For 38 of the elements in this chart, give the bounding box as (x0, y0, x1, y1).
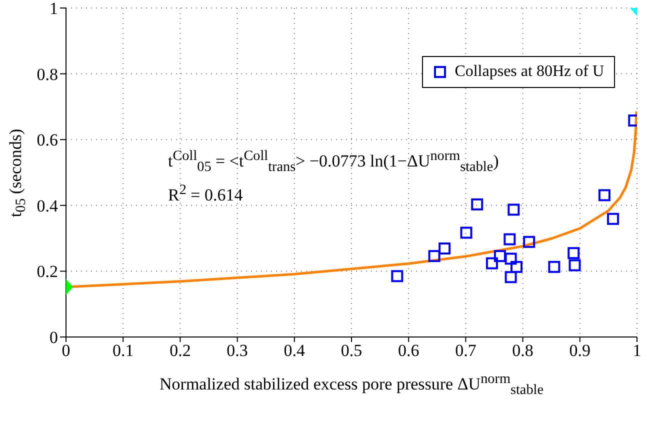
point (508, 204, 520, 216)
x-tick-label: 1 (632, 341, 642, 360)
point (391, 270, 404, 282)
point (568, 259, 581, 272)
y-tick-label: 0.4 (36, 196, 58, 216)
x-tick-label: 0.2 (170, 341, 191, 360)
point (438, 242, 451, 254)
point (504, 233, 516, 246)
point (548, 260, 560, 273)
x-tick-label: 0.9 (569, 341, 591, 360)
x-tick-label: 0.6 (398, 341, 420, 360)
y-tick-label: 0.6 (36, 130, 58, 150)
point (460, 226, 472, 239)
x-tick-label: 0.1 (112, 341, 134, 360)
x-tick-label: 0.8 (512, 341, 534, 360)
point (607, 212, 620, 225)
point (428, 250, 440, 262)
x-tick-label: 0.7 (455, 341, 477, 360)
x-tick-label: 0.4 (284, 341, 306, 360)
legend-label: Collapses at 80Hz of U (454, 63, 604, 81)
y-tick-label: 0.8 (36, 64, 58, 84)
x-tick-label: 0.3 (226, 341, 248, 360)
point (568, 247, 580, 260)
point (486, 257, 498, 270)
y-tick-label: 0.2 (36, 262, 58, 282)
point (494, 250, 506, 262)
annotation: R$^{2}$ = 0.614 (168, 182, 243, 206)
x-tick-label: 0 (62, 341, 70, 360)
y-tick-label: 1 (50, 0, 58, 18)
y-tick-label: 0 (50, 328, 58, 348)
x-tick-label: 0.5 (340, 341, 362, 360)
point (504, 271, 517, 284)
point (504, 252, 517, 265)
point (598, 189, 610, 202)
point (510, 260, 523, 273)
point (471, 198, 484, 210)
text: t$^{Coll}$$_{05}$ = <t$^{Coll}$$_{trans}$> −0.0773 ln(1−ΔU$^{norm}$$_{stable}$) (168, 148, 499, 176)
point (523, 236, 536, 248)
